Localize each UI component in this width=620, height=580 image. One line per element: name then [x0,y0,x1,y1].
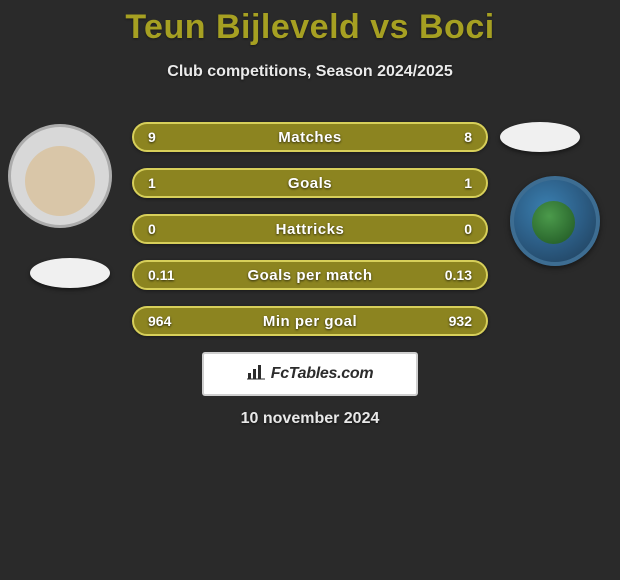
player-left-avatar [8,124,112,228]
bar-chart-icon [247,364,265,385]
page-subtitle: Club competitions, Season 2024/2025 [0,63,620,81]
player-left-flag [30,258,110,288]
stats-table: 9 Matches 8 1 Goals 1 0 Hattricks 0 0.11… [132,122,488,352]
stat-row-goals-per-match: 0.11 Goals per match 0.13 [132,260,488,290]
brand-text: FcTables.com [271,365,374,383]
stat-row-min-per-goal: 964 Min per goal 932 [132,306,488,336]
stat-row-matches: 9 Matches 8 [132,122,488,152]
stat-row-goals: 1 Goals 1 [132,168,488,198]
footer-date: 10 november 2024 [0,410,620,428]
stat-label: Matches [134,129,486,146]
stat-label: Goals [134,175,486,192]
stat-label: Min per goal [134,313,486,330]
page-title: Teun Bijleveld vs Boci [0,0,620,47]
stat-label: Goals per match [134,267,486,284]
player-right-flag [500,122,580,152]
comparison-card: Teun Bijleveld vs Boci Club competitions… [0,0,620,580]
stat-label: Hattricks [134,221,486,238]
club-right-badge [510,176,600,266]
brand-badge: FcTables.com [202,352,418,396]
stat-row-hattricks: 0 Hattricks 0 [132,214,488,244]
